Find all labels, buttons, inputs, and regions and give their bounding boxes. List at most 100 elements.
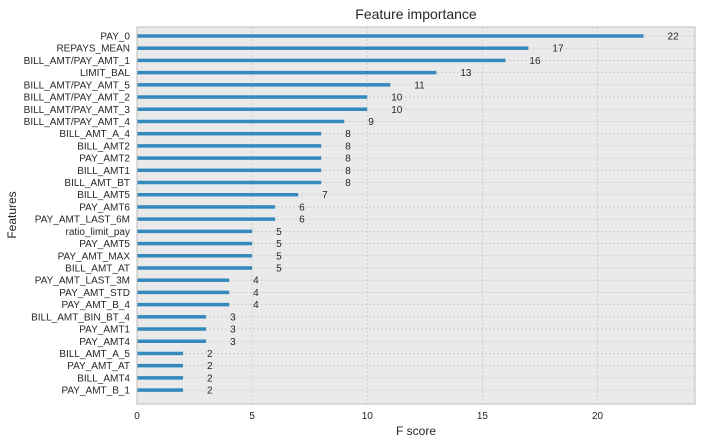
y-tick-label: PAY_AMT_B_4 <box>61 300 130 311</box>
y-tick-label: PAY_AMT_LAST_6M <box>35 215 130 226</box>
bar-value-label: 9 <box>368 117 374 128</box>
bar <box>137 34 644 38</box>
y-tick-label: BILL_AMT1 <box>77 166 130 177</box>
bar <box>137 168 322 173</box>
bar <box>137 376 184 380</box>
y-tick-label: LIMIT_BAL <box>80 68 130 79</box>
y-tick-label: ratio_limit_pay <box>66 227 130 238</box>
bar-value-label: 22 <box>668 32 680 43</box>
bar-value-label: 2 <box>207 349 213 360</box>
x-axis-label: F score <box>396 424 436 438</box>
plot-frame <box>136 26 696 405</box>
bar-value-label: 2 <box>207 386 213 397</box>
bar <box>137 327 207 331</box>
bar <box>137 278 230 282</box>
y-tick-label: BILL_AMT_BIN_BT_4 <box>31 312 130 323</box>
y-axis-label: Features <box>5 191 19 238</box>
x-tick-label: 5 <box>249 411 255 422</box>
bar <box>137 131 322 136</box>
y-tick-label: BILL_AMT4 <box>77 373 130 384</box>
y-tick-label: BILL_AMT_BT <box>64 178 130 189</box>
y-tick-label: PAY_AMT_MAX <box>58 251 131 262</box>
y-tick-label: BILL_AMT/PAY_AMT_1 <box>24 56 131 67</box>
bar <box>137 351 184 356</box>
y-tick-label: PAY_AMT5 <box>79 239 130 250</box>
bar-value-label: 17 <box>552 44 564 55</box>
bar-value-label: 3 <box>230 312 236 323</box>
y-tick-label: BILL_AMT/PAY_AMT_5 <box>24 80 131 91</box>
bar-value-label: 4 <box>253 276 259 287</box>
y-tick-label: BILL_AMT/PAY_AMT_4 <box>24 117 131 128</box>
y-tick-label: PAY_AMT_STD <box>59 288 130 299</box>
bar-value-label: 7 <box>322 190 328 201</box>
bar-value-label: 3 <box>230 325 236 336</box>
bars <box>137 34 644 392</box>
y-tick-label: PAY_AMT_B_1 <box>61 386 130 397</box>
bar <box>137 217 276 221</box>
bar-value-label: 3 <box>230 337 236 348</box>
x-tick-labels: 0 5 10 15 20 <box>134 411 603 422</box>
chart-title: Feature importance <box>355 6 477 22</box>
bar-value-label: 10 <box>391 93 403 104</box>
y-tick-label: PAY_0 <box>100 32 130 43</box>
y-tick-label: BILL_AMT2 <box>77 141 130 152</box>
y-tick-label: PAY_AMT_AT <box>67 361 130 372</box>
x-tick-label: 10 <box>362 411 374 422</box>
bar <box>137 339 207 343</box>
bar <box>137 192 299 197</box>
y-tick-label: BILL_AMT_AT <box>65 263 130 274</box>
y-tick-label: PAY_AMT2 <box>79 154 130 165</box>
bar <box>137 180 322 185</box>
bar <box>137 302 230 307</box>
bar <box>137 388 184 392</box>
bar-value-label: 13 <box>460 68 472 79</box>
bar-value-label: 10 <box>391 105 403 116</box>
y-tick-label: PAY_AMT_LAST_3M <box>35 276 130 287</box>
y-tick-label: PAY_AMT6 <box>79 202 130 213</box>
bar-value-label: 8 <box>345 129 351 140</box>
bar-value-label: 16 <box>529 56 541 67</box>
bar-value-label: 8 <box>345 154 351 165</box>
x-tick-label: 0 <box>134 411 140 422</box>
bar <box>137 315 207 319</box>
y-tick-labels: PAY_0REPAYS_MEANBILL_AMT/PAY_AMT_1LIMIT_… <box>24 32 131 397</box>
y-tick-label: BILL_AMT_A_4 <box>59 129 130 140</box>
bar-value-label: 5 <box>276 263 282 274</box>
bar-value-label: 5 <box>276 239 282 250</box>
bar-value-label: 11 <box>414 80 425 91</box>
y-tick-label: PAY_AMT1 <box>79 325 130 336</box>
bar <box>137 144 322 148</box>
bar <box>137 254 253 258</box>
bar-value-label: 4 <box>253 288 259 299</box>
bar <box>137 266 253 270</box>
y-tick-label: PAY_AMT4 <box>79 337 130 348</box>
y-tick-label: BILL_AMT/PAY_AMT_3 <box>24 105 131 116</box>
bar <box>137 107 368 112</box>
bar <box>137 229 253 234</box>
y-tick-label: BILL_AMT5 <box>77 190 130 201</box>
bar <box>137 95 368 99</box>
bar-value-label: 4 <box>253 300 259 311</box>
bar-value-label: 8 <box>345 166 351 177</box>
bar <box>137 363 184 368</box>
x-tick-label: 15 <box>477 411 489 422</box>
bar-value-label: 2 <box>207 361 213 372</box>
bar-value-label: 5 <box>276 251 282 262</box>
x-tick-label: 20 <box>592 411 604 422</box>
bar <box>137 70 437 75</box>
bar <box>137 119 345 124</box>
bar-value-label: 6 <box>299 215 305 226</box>
bar-value-label: 8 <box>345 178 351 189</box>
bar <box>137 241 253 246</box>
y-tick-label: BILL_AMT/PAY_AMT_2 <box>24 93 131 104</box>
bar <box>137 205 276 209</box>
y-tick-label: REPAYS_MEAN <box>56 44 130 55</box>
bar <box>137 156 322 160</box>
bar <box>137 83 391 87</box>
bar <box>137 46 529 50</box>
bar-value-label: 2 <box>207 373 213 384</box>
bar <box>137 58 506 63</box>
bar-value-label: 8 <box>345 141 351 152</box>
